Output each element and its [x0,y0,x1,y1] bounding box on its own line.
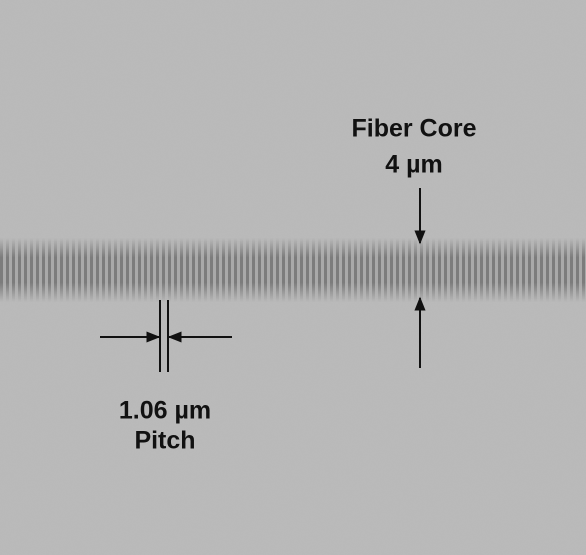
grating-band [0,238,586,302]
micrograph: Fiber Core 4 µm 1.06 µm Pitch [0,0,586,555]
label: Pitch [134,427,195,455]
label: 4 µm [385,151,442,179]
label: Fiber Core [351,115,476,143]
label: 1.06 µm [119,397,211,425]
